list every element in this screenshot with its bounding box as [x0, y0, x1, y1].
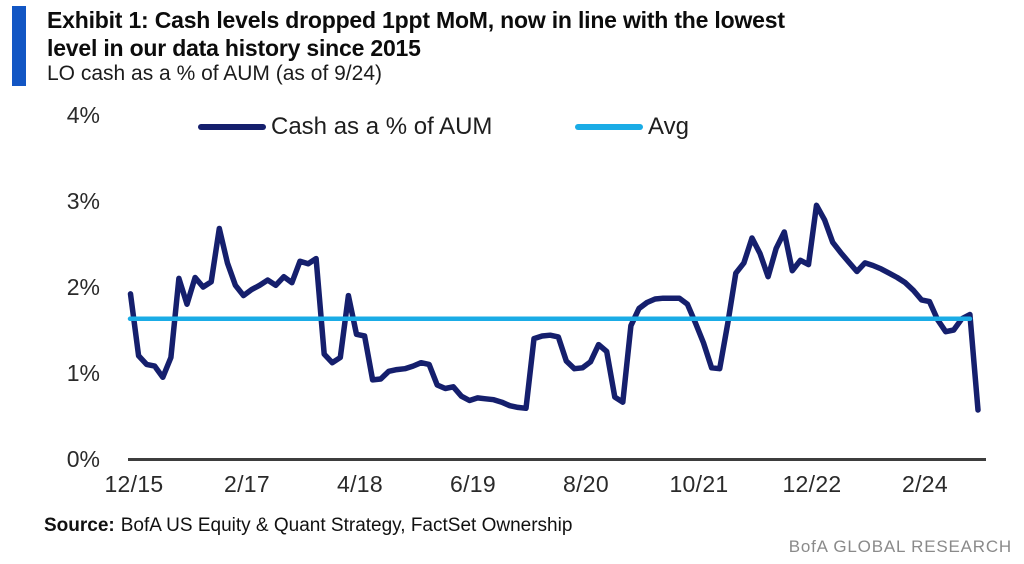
x-axis-tick-label: 4/18 [337, 471, 383, 497]
exhibit-title-line2: level in our data history since 2015 [47, 35, 421, 61]
chart-subtitle: LO cash as a % of AUM (as of 9/24) [47, 62, 382, 85]
y-axis-tick-label: 1% [66, 360, 100, 386]
source-text: BofA US Equity & Quant Strategy, FactSet… [120, 515, 573, 536]
x-axis-tick-label: 10/21 [669, 471, 729, 497]
y-axis-tick-label: 4% [66, 102, 100, 128]
legend-label-avg: Avg [648, 113, 689, 140]
legend-item-cash: Cash as a % of AUM [198, 112, 492, 142]
exhibit-title-line1: Exhibit 1: Cash levels dropped 1ppt MoM,… [47, 7, 785, 33]
x-axis-tick-label: 8/20 [563, 471, 609, 497]
source-line: Source: BofA US Equity & Quant Strategy, … [44, 515, 572, 537]
title-accent-bar [12, 6, 26, 86]
y-axis-tick-label: 2% [66, 274, 100, 300]
x-axis-tick-label: 6/19 [450, 471, 496, 497]
y-axis-tick-label: 3% [66, 188, 100, 214]
legend-item-avg: Avg [575, 112, 689, 142]
cash-line-series [127, 202, 981, 413]
x-axis-tick-label: 12/15 [104, 471, 164, 497]
legend-label-cash: Cash as a % of AUM [271, 113, 493, 140]
x-axis-tick-label: 2/24 [902, 471, 948, 497]
exhibit-title: Exhibit 1: Cash levels dropped 1ppt MoM,… [47, 6, 785, 62]
legend-swatch-avg-line [575, 124, 643, 130]
y-axis-tick-label: 0% [66, 446, 100, 472]
legend-swatch-cash-line [198, 124, 266, 130]
x-axis-tick-label: 2/17 [224, 471, 270, 497]
brand-text: BofA GLOBAL RESEARCH [788, 537, 1012, 556]
source-label: Source: [44, 515, 115, 536]
x-axis-tick-label: 12/22 [782, 471, 842, 497]
